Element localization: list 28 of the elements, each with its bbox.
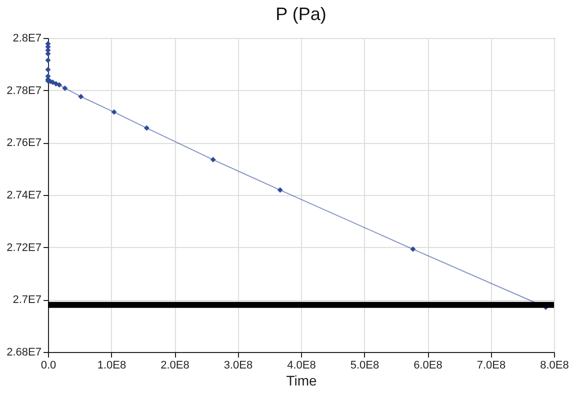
point — [45, 58, 51, 63]
point — [78, 94, 84, 100]
x-tick-label: 6.0E8 — [414, 360, 442, 372]
point — [56, 82, 62, 88]
x-tick-label: 7.0E8 — [476, 360, 506, 372]
y-tick-label: 2.72E7 — [6, 242, 42, 254]
x-tick-label: 1.0E8 — [97, 360, 126, 372]
y-tick-label: 2.7E7 — [12, 294, 42, 306]
point — [277, 187, 283, 193]
x-tick-label: 5.0E8 — [350, 360, 380, 372]
point — [45, 66, 51, 72]
point — [410, 246, 416, 252]
y-tick-label: 2.78E7 — [6, 84, 42, 97]
y-tick-label: 2.68E7 — [6, 346, 42, 358]
point — [111, 109, 117, 115]
x-tick-label: 2.0E8 — [160, 360, 190, 372]
chart-title: P (Pa) — [276, 4, 326, 24]
point — [210, 156, 216, 162]
point — [144, 125, 150, 131]
x-tick-label: 8.0E8 — [540, 360, 569, 372]
x-axis-title: Time — [286, 372, 318, 388]
x-tick-label: 0.0 — [40, 360, 56, 372]
y-tick-label: 2.8E7 — [12, 32, 42, 44]
y-tick-label: 2.74E7 — [6, 190, 42, 202]
point — [62, 86, 68, 91]
x-tick-label: 4.0E8 — [287, 360, 316, 372]
x-tick-label: 3.0E8 — [224, 360, 253, 372]
y-tick-label: 2.76E7 — [6, 137, 42, 150]
